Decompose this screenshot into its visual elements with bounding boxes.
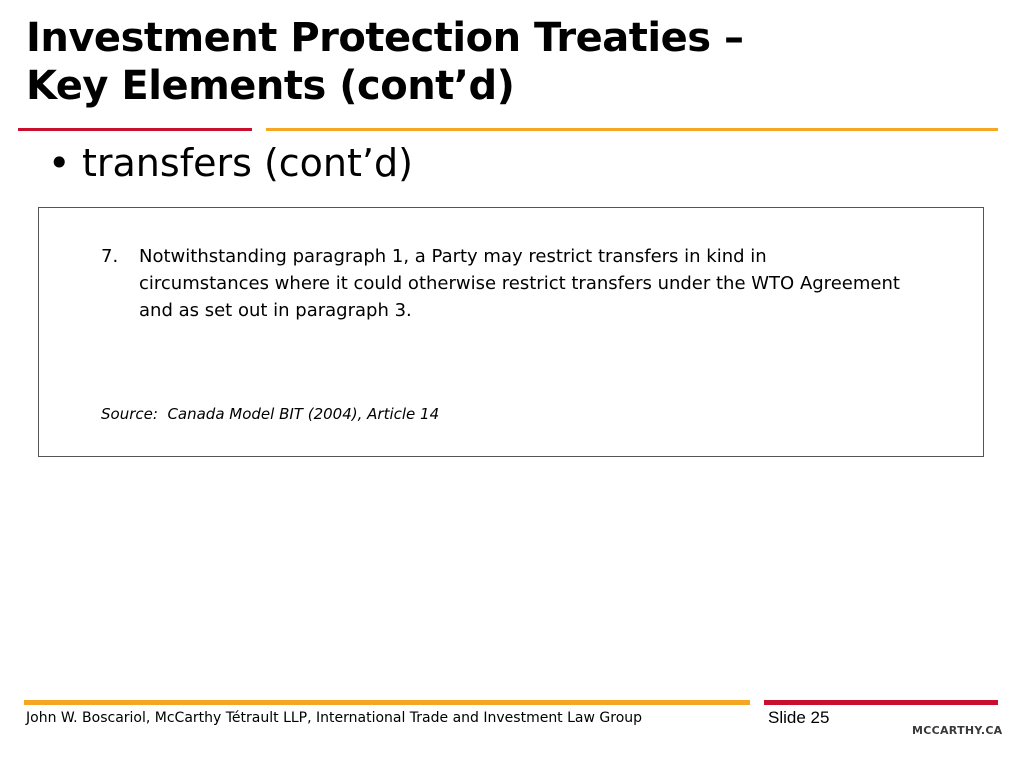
- paragraph-text: Notwithstanding paragraph 1, a Party may…: [139, 246, 900, 321]
- provision-paragraph: 7. Notwithstanding paragraph 1, a Party …: [101, 243, 901, 324]
- bullet-text: transfers (cont’d): [82, 141, 413, 185]
- slide-title: Investment Protection Treaties – Key Ele…: [26, 14, 926, 110]
- bullet-item: • transfers (cont’d): [48, 140, 413, 186]
- footer-presenter: John W. Boscariol, McCarthy Tétrault LLP…: [26, 710, 643, 726]
- slide-title-line-1: Investment Protection Treaties –: [26, 15, 744, 61]
- title-divider-gold: [266, 128, 998, 131]
- footer-divider-gold: [24, 700, 750, 705]
- source-citation: Source: Canada Model BIT (2004), Article…: [101, 405, 440, 423]
- title-divider-red: [18, 128, 252, 131]
- bullet-marker: •: [48, 141, 71, 185]
- slide-number: Slide 25: [768, 708, 830, 727]
- quoted-provision-box: 7. Notwithstanding paragraph 1, a Party …: [38, 207, 984, 457]
- slide-title-line-2: Key Elements (cont’d): [26, 63, 515, 109]
- paragraph-number: 7.: [101, 246, 119, 267]
- footer-divider-red: [764, 700, 998, 705]
- mccarthy-logo: MCCARTHY.CA: [912, 724, 1003, 737]
